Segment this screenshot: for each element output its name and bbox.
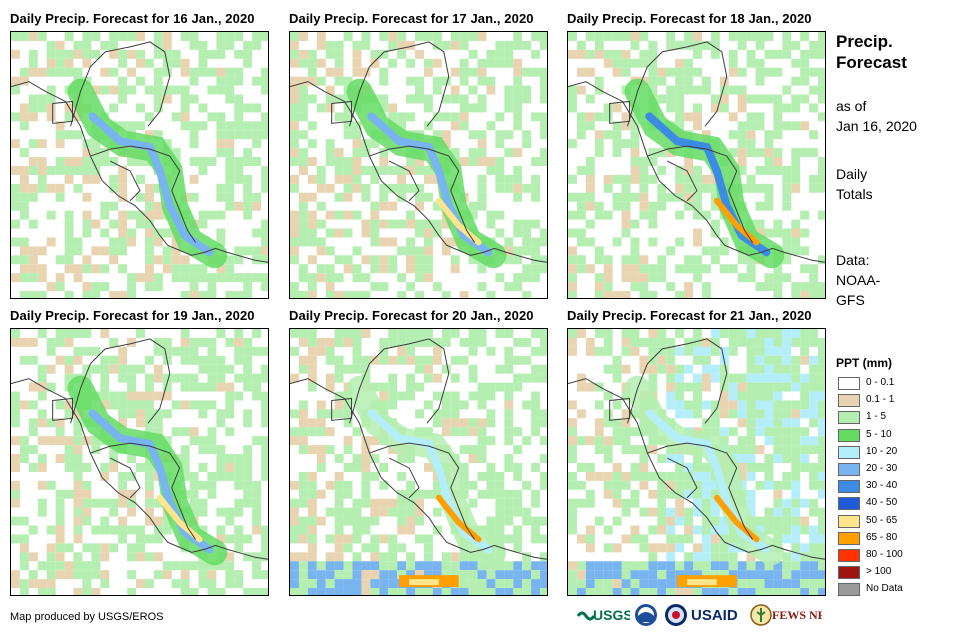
forecast-map-16-jan [10,31,269,299]
data-source-line-2: NOAA- [836,272,881,288]
data-source-line-3: GFS [836,292,865,308]
panel-title-3: Daily Precip. Forecast for 18 Jan., 2020 [567,11,812,26]
as-of-label: as of [836,98,867,114]
data-source-line-1: Data: [836,252,870,268]
as-of-date: as of Jan 16, 2020 [836,96,956,136]
legend-label: 50 - 65 [866,514,898,526]
legend-label: 1 - 5 [866,411,887,423]
legend-label: 10 - 20 [866,445,898,457]
legend-swatch [838,428,860,442]
panel-title-5: Daily Precip. Forecast for 20 Jan., 2020 [289,308,534,323]
panel-title-1: Daily Precip. Forecast for 16 Jan., 2020 [10,11,255,26]
legend-label: 40 - 50 [866,497,898,509]
daily-totals-note: Daily Totals [836,164,956,204]
legend-swatch [838,531,860,545]
legend-swatch [838,497,860,511]
panel-title-2: Daily Precip. Forecast for 17 Jan., 2020 [289,11,534,26]
map-title: Precip. Forecast [836,31,956,73]
forecast-map-18-jan [567,31,826,299]
legend-swatch [838,566,860,580]
legend-label: 0 - 0.1 [866,377,895,388]
legend-label: 80 - 100 [866,548,903,560]
data-source-note: Data: NOAA- GFS [836,250,956,310]
map-title-line-1: Precip. [836,32,893,51]
legend-label: 5 - 10 [866,428,892,440]
usaid-seal-logo [664,602,688,633]
svg-text:FEWS NET: FEWS NET [772,608,822,622]
panel-title-6: Daily Precip. Forecast for 21 Jan., 2020 [567,308,812,323]
panel-title-4: Daily Precip. Forecast for 19 Jan., 2020 [10,308,255,323]
legend-swatch [838,548,860,562]
legend-label: 30 - 40 [866,480,898,492]
legend-swatch [838,394,860,408]
legend-label: 65 - 80 [866,531,898,543]
forecast-map-19-jan [10,328,269,596]
forecast-map-20-jan [289,328,548,596]
legend-label: > 100 [866,566,892,578]
daily-totals-line-2: Totals [836,186,873,202]
legend-swatch [838,462,860,476]
as-of-value: Jan 16, 2020 [836,118,917,134]
legend-label: 20 - 30 [866,462,898,474]
forecast-map-21-jan [567,328,826,596]
legend-swatch [838,514,860,528]
legend-swatch [838,445,860,459]
legend-swatch [838,583,860,597]
fews-net-logo: FEWS NET [750,602,834,633]
usaid-logo: USAID [690,602,748,633]
svg-text:USGS: USGS [593,607,630,623]
map-title-line-2: Forecast [836,53,907,72]
noaa-logo [634,602,658,633]
legend-title: PPT (mm) [836,356,893,370]
daily-totals-line-1: Daily [836,166,868,182]
svg-text:USAID: USAID [691,607,738,624]
forecast-map-17-jan [289,31,548,299]
legend-swatch [838,377,860,390]
legend-label: No Data [866,583,903,595]
legend-swatch [838,411,860,425]
map-credit: Map produced by USGS/EROS [10,611,164,623]
legend-label: 0.1 - 1 [866,394,895,406]
usgs-logo: USGS [576,602,633,633]
legend-swatch [838,480,860,494]
